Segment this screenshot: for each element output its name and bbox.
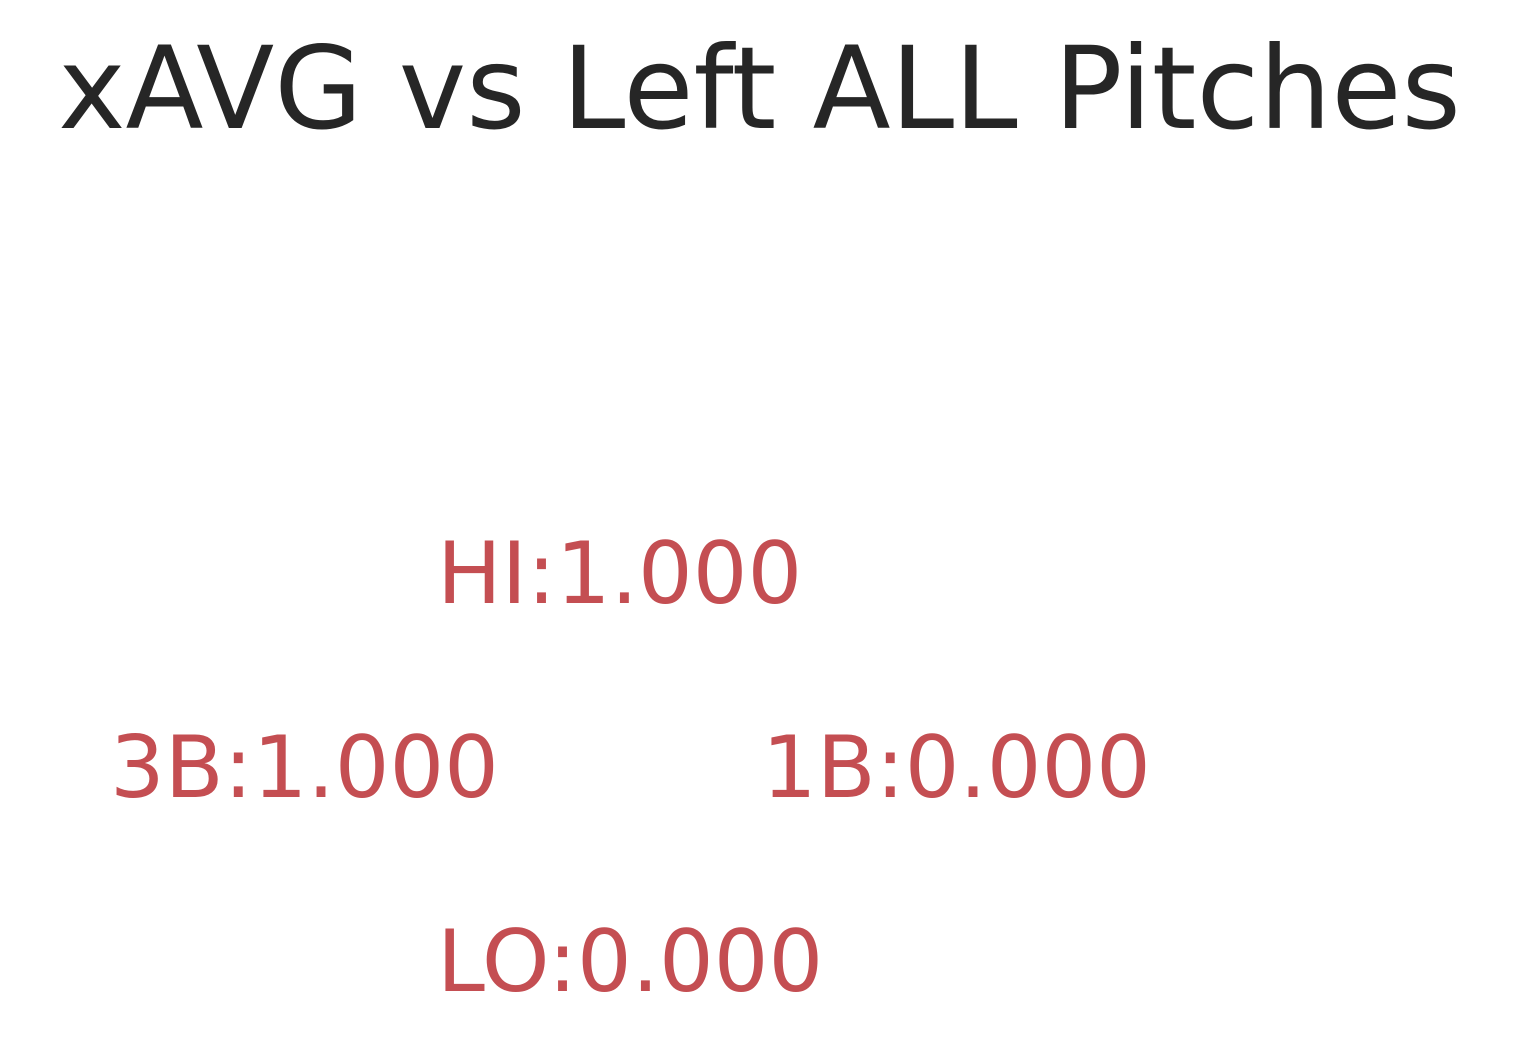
chart-title: xAVG vs Left ALL Pitches — [58, 22, 1461, 155]
zone-label-3b: 3B:1.000 — [110, 718, 499, 818]
zone-label-1b: 1B:0.000 — [762, 718, 1151, 818]
zone-label-hi: HI:1.000 — [437, 524, 803, 624]
zone-label-lo: LO:0.000 — [437, 912, 824, 1012]
